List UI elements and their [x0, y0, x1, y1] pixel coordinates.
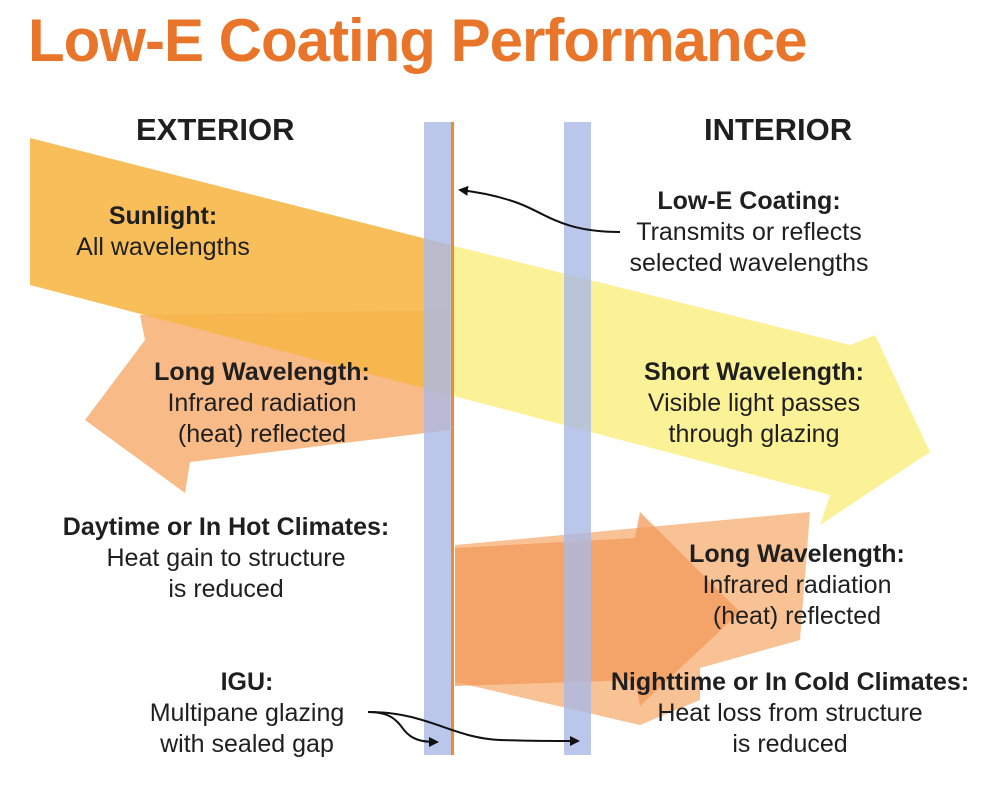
low-e-coating-line: [451, 122, 454, 755]
low-e-coating-line-1: Transmits or reflects: [636, 218, 862, 246]
long-wavelength-exterior-heading: Long Wavelength:: [154, 358, 370, 386]
nighttime-line-1: Heat loss from structure: [657, 699, 923, 727]
igu-line-2: with sealed gap: [160, 730, 334, 758]
daytime-label: Daytime or In Hot Climates: Heat gain to…: [36, 512, 416, 605]
nighttime-label: Nighttime or In Cold Climates: Heat loss…: [592, 667, 988, 760]
low-e-coating-leader: [458, 185, 621, 233]
nighttime-heading: Nighttime or In Cold Climates:: [610, 668, 970, 696]
igu-leader-outer: [367, 711, 439, 747]
long-wavelength-interior-heading: Long Wavelength:: [689, 540, 905, 568]
long-wavelength-interior-label: Long Wavelength: Infrared radiation (hea…: [647, 539, 947, 632]
igu-label: IGU: Multipane glazing with sealed gap: [122, 667, 372, 760]
long-wavelength-exterior-label: Long Wavelength: Infrared radiation (hea…: [112, 357, 412, 450]
igu-leader-inner: [367, 711, 580, 746]
daytime-heading: Daytime or In Hot Climates:: [62, 513, 390, 541]
sunlight-line-1: All wavelengths: [76, 233, 250, 261]
diagram-title: Low-E Coating Performance: [28, 7, 807, 74]
low-e-coating-line-2: selected wavelengths: [629, 249, 869, 277]
long-wavelength-exterior-line-1: Infrared radiation: [167, 389, 357, 417]
exterior-heading: EXTERIOR: [136, 112, 295, 147]
short-wavelength-line-2: through glazing: [668, 420, 840, 448]
sunlight-heading: Sunlight:: [108, 202, 218, 230]
short-wavelength-label: Short Wavelength: Visible light passes t…: [604, 357, 904, 450]
short-wavelength-heading: Short Wavelength:: [644, 358, 864, 386]
nighttime-line-2: is reduced: [732, 730, 848, 758]
long-wavelength-interior-line-2: (heat) reflected: [712, 602, 882, 630]
igu-heading: IGU:: [220, 668, 274, 696]
sunlight-arrow: [30, 138, 450, 395]
low-e-coating-label: Low-E Coating: Transmits or reflects sel…: [594, 186, 904, 279]
short-wavelength-line-1: Visible light passes: [647, 389, 861, 417]
sunlight-label: Sunlight: All wavelengths: [38, 201, 288, 263]
low-e-coating-heading: Low-E Coating:: [657, 187, 841, 215]
long-wavelength-interior-line-1: Infrared radiation: [702, 571, 892, 599]
outer-glass-pane: [424, 122, 451, 755]
igu-line-1: Multipane glazing: [149, 699, 345, 727]
interior-infrared-arrow: [455, 512, 740, 706]
daytime-line-1: Heat gain to structure: [106, 544, 346, 572]
daytime-line-2: is reduced: [168, 575, 284, 603]
long-wavelength-exterior-line-2: (heat) reflected: [177, 420, 347, 448]
interior-heading: INTERIOR: [704, 112, 853, 147]
inner-glass-pane: [564, 122, 591, 755]
